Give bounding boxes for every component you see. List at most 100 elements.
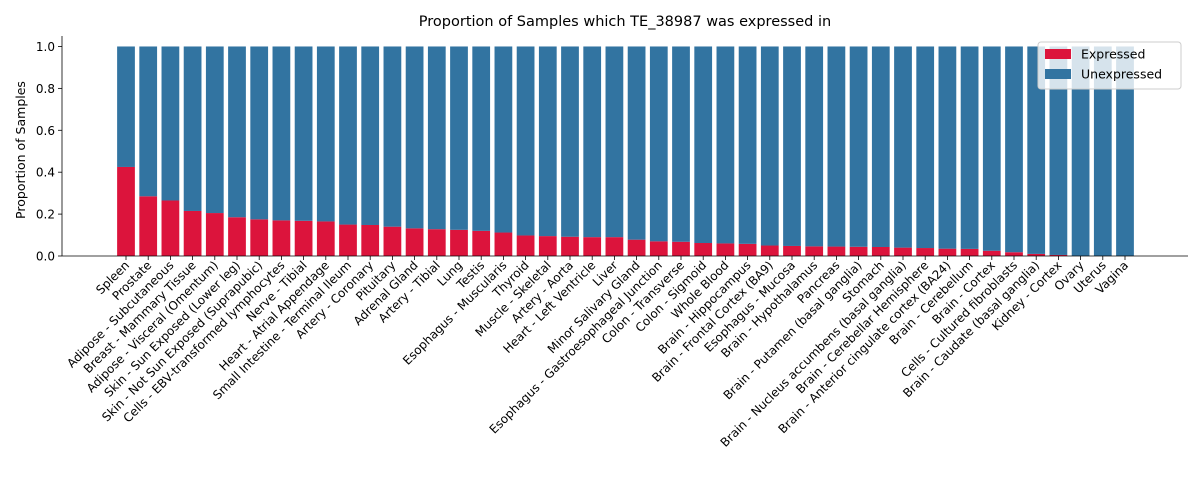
bar-unexpressed-7 — [272, 46, 291, 221]
bar-unexpressed-45 — [1116, 46, 1134, 257]
bar-expressed-2 — [161, 200, 180, 256]
bar-expressed-8 — [294, 220, 313, 256]
y-tick-label: 0.4 — [36, 166, 55, 180]
bar-expressed-16 — [472, 230, 491, 256]
legend-label-expressed: Expressed — [1081, 47, 1145, 62]
bar-unexpressed-29 — [760, 46, 779, 246]
bar-unexpressed-0 — [117, 46, 135, 167]
bar-expressed-6 — [250, 219, 269, 256]
bar-unexpressed-31 — [805, 46, 824, 247]
bar-expressed-5 — [228, 217, 246, 256]
bar-expressed-35 — [894, 247, 912, 256]
bar-unexpressed-1 — [139, 46, 158, 197]
bar-unexpressed-3 — [183, 46, 202, 211]
bar-expressed-36 — [916, 248, 935, 256]
bar-expressed-21 — [583, 237, 602, 256]
bar-unexpressed-21 — [583, 46, 602, 238]
bar-expressed-17 — [494, 232, 513, 256]
legend-swatch-expressed — [1045, 49, 1071, 59]
bar-expressed-39 — [982, 250, 1001, 256]
bar-expressed-22 — [605, 237, 624, 256]
bar-unexpressed-35 — [894, 46, 912, 248]
bar-expressed-14 — [427, 229, 446, 256]
bar-unexpressed-8 — [294, 46, 313, 221]
bar-unexpressed-43 — [1071, 46, 1090, 257]
bar-unexpressed-18 — [516, 46, 535, 236]
bar-unexpressed-17 — [494, 46, 513, 233]
chart-title: Proportion of Samples which TE_38987 was… — [419, 14, 831, 30]
bar-expressed-37 — [938, 248, 957, 256]
bar-expressed-0 — [117, 166, 135, 256]
bar-unexpressed-42 — [1049, 46, 1068, 255]
bar-expressed-32 — [827, 246, 846, 256]
bars-group — [117, 46, 1134, 257]
bar-unexpressed-2 — [161, 46, 180, 201]
bar-expressed-10 — [339, 224, 357, 256]
bar-expressed-38 — [960, 248, 979, 256]
bar-expressed-4 — [205, 213, 224, 256]
bar-expressed-15 — [450, 229, 468, 256]
bar-unexpressed-10 — [339, 46, 357, 225]
bar-expressed-23 — [627, 239, 646, 256]
bar-unexpressed-27 — [716, 46, 735, 244]
axes-group — [61, 36, 1188, 257]
bar-unexpressed-15 — [450, 46, 468, 230]
bar-unexpressed-36 — [916, 46, 935, 249]
bar-unexpressed-39 — [982, 46, 1001, 251]
bar-expressed-30 — [783, 245, 801, 256]
y-ticks-group: 0.0 0.2 0.4 0.6 0.8 1.0 — [36, 40, 62, 264]
bar-expressed-18 — [516, 235, 535, 256]
bar-expressed-40 — [1005, 252, 1023, 256]
bar-unexpressed-40 — [1005, 46, 1023, 253]
bar-expressed-29 — [760, 245, 779, 256]
bar-expressed-12 — [383, 226, 402, 256]
bar-unexpressed-16 — [472, 46, 491, 231]
bar-expressed-3 — [183, 210, 202, 256]
legend-box — [1037, 41, 1182, 90]
bar-unexpressed-19 — [538, 46, 557, 237]
bar-unexpressed-44 — [1093, 46, 1112, 257]
bar-expressed-26 — [694, 243, 713, 256]
bar-expressed-19 — [538, 236, 557, 256]
bar-unexpressed-41 — [1027, 46, 1046, 254]
bar-unexpressed-28 — [738, 46, 757, 244]
bar-expressed-9 — [316, 221, 335, 256]
bar-expressed-31 — [805, 246, 824, 256]
y-tick-label: 0.6 — [36, 124, 55, 138]
bar-unexpressed-5 — [228, 46, 246, 218]
bar-unexpressed-37 — [938, 46, 957, 249]
bar-unexpressed-30 — [783, 46, 801, 246]
bar-unexpressed-24 — [649, 46, 668, 242]
bar-expressed-13 — [405, 228, 424, 256]
bar-expressed-20 — [561, 236, 579, 256]
legend: Expressed Unexpressed — [1037, 41, 1182, 90]
bar-unexpressed-20 — [561, 46, 579, 237]
bar-expressed-25 — [672, 241, 690, 256]
bar-expressed-33 — [849, 246, 868, 256]
bar-expressed-11 — [361, 224, 380, 256]
bar-unexpressed-11 — [361, 46, 380, 225]
bar-unexpressed-14 — [427, 46, 446, 230]
y-tick-label: 0.8 — [36, 82, 55, 96]
bar-unexpressed-26 — [694, 46, 713, 244]
bar-unexpressed-33 — [849, 46, 868, 247]
y-tick-label: 0.2 — [36, 208, 55, 222]
bar-expressed-27 — [716, 243, 735, 256]
bar-expressed-41 — [1027, 253, 1046, 256]
bar-expressed-34 — [871, 246, 890, 256]
bar-unexpressed-23 — [627, 46, 646, 240]
bar-unexpressed-6 — [250, 46, 269, 220]
bar-unexpressed-12 — [383, 46, 402, 227]
legend-swatch-unexpressed — [1045, 69, 1071, 79]
bar-unexpressed-34 — [871, 46, 890, 247]
bar-unexpressed-25 — [672, 46, 690, 242]
bar-expressed-1 — [139, 196, 158, 256]
bar-unexpressed-4 — [205, 46, 224, 214]
legend-label-unexpressed: Unexpressed — [1081, 67, 1162, 82]
y-axis-label: Proportion of Samples — [13, 81, 28, 219]
bar-unexpressed-9 — [316, 46, 335, 222]
bar-expressed-24 — [649, 241, 668, 256]
bar-unexpressed-38 — [960, 46, 979, 249]
bar-expressed-7 — [272, 220, 291, 256]
